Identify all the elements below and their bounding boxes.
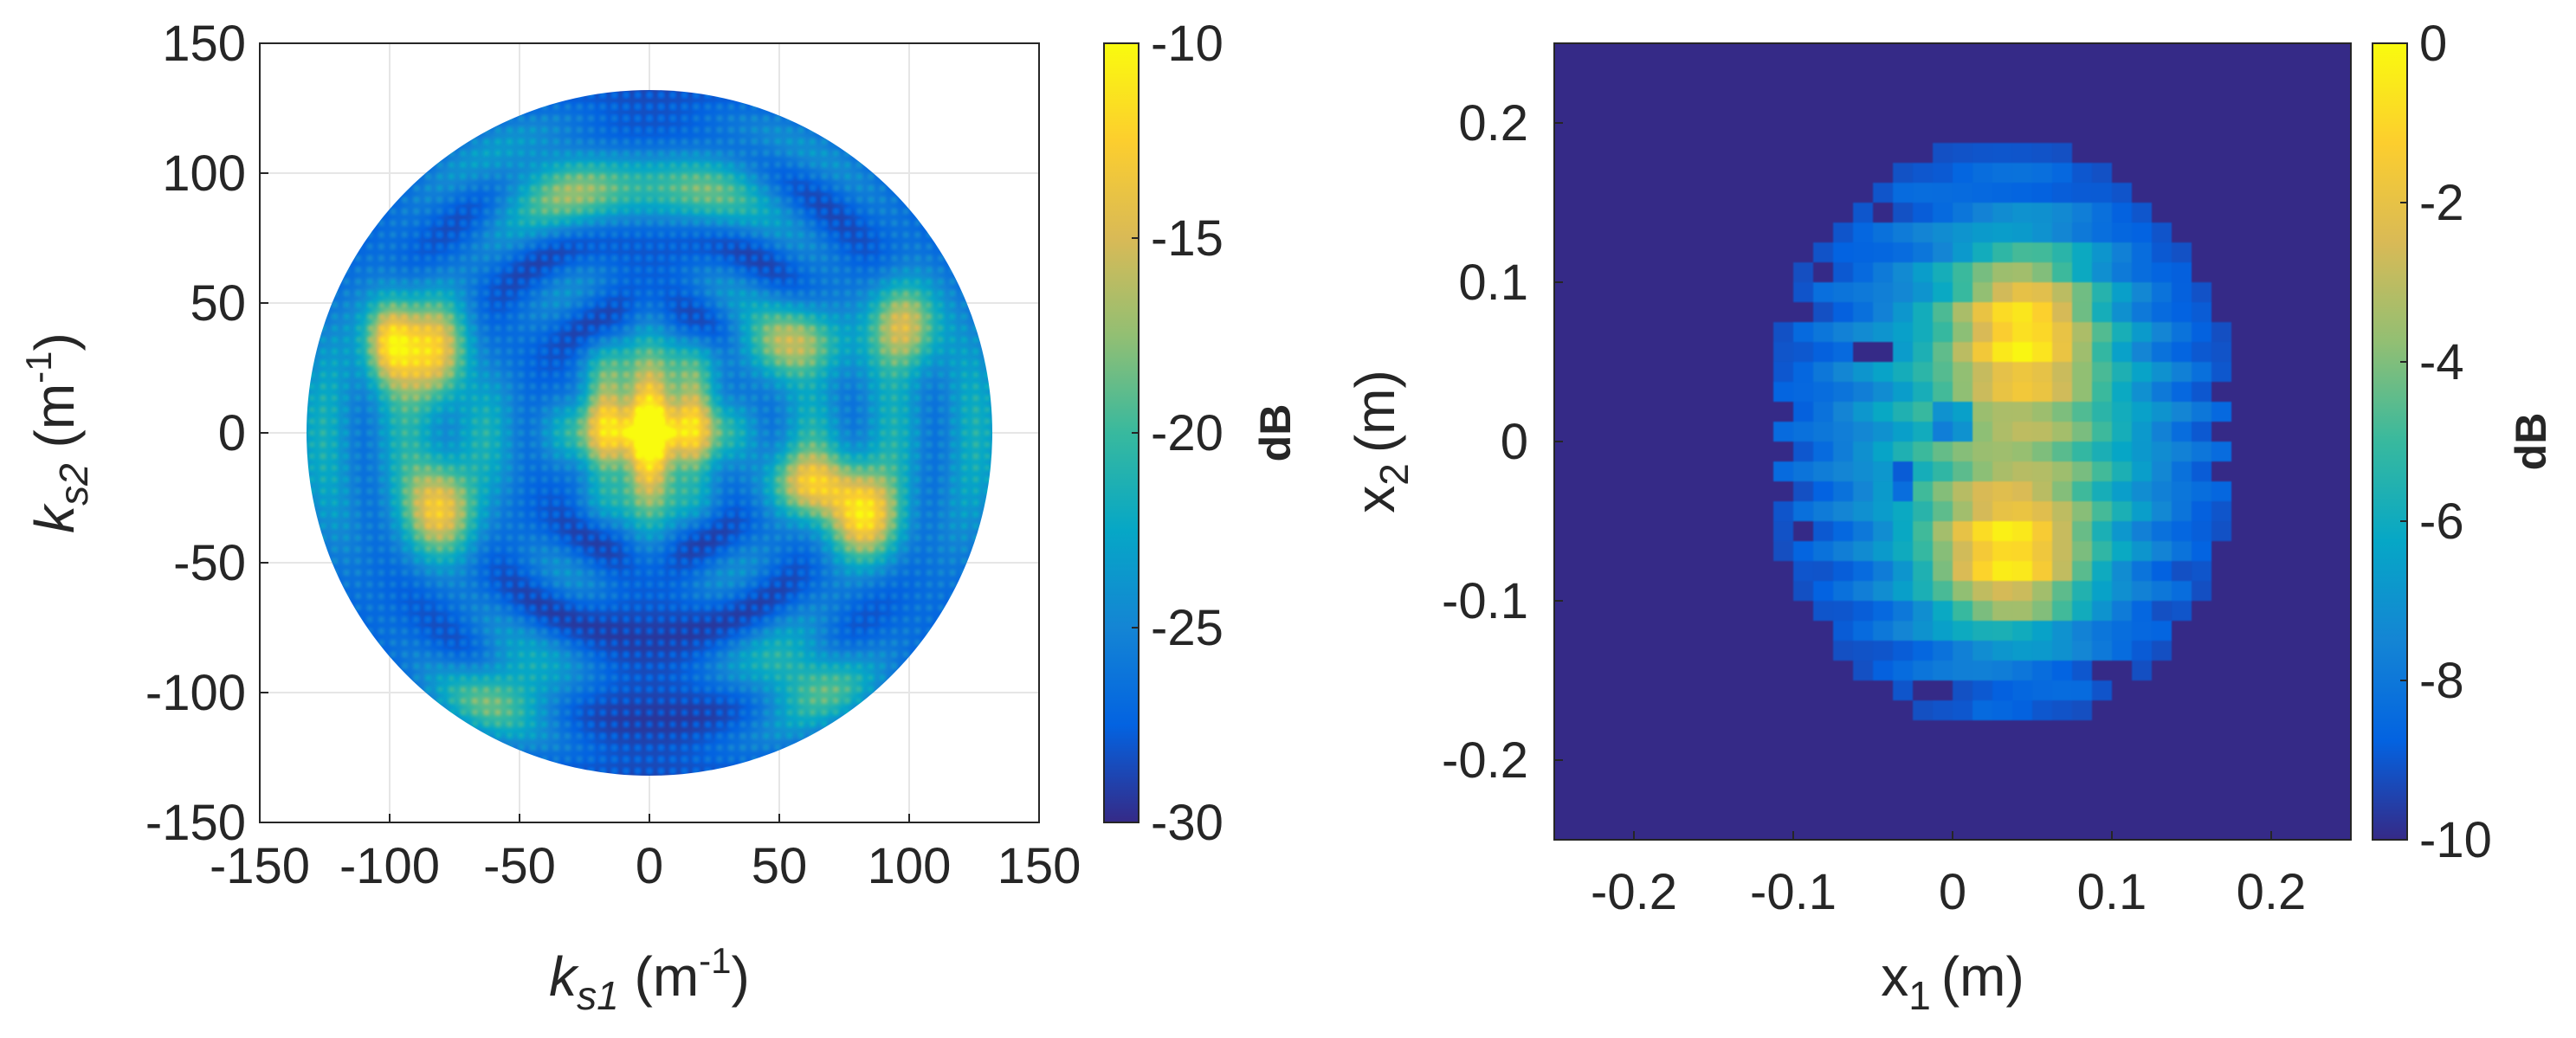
right-x-label-sub: 1 xyxy=(1908,973,1931,1018)
left-y-tick-label: 50 xyxy=(190,275,246,332)
right-x-tick-label: -0.1 xyxy=(1750,864,1837,920)
left-x-tick-label: -100 xyxy=(339,838,440,894)
right-colorbar-tick-label: -10 xyxy=(2419,812,2492,868)
left-x-label-sub: s1 xyxy=(577,973,619,1018)
left-y-ticks: 150 100 50 0 -50 -100 -150 xyxy=(145,16,268,851)
left-y-label-unit: m xyxy=(23,384,86,429)
left-colorbar-tick-label: -25 xyxy=(1151,600,1223,656)
right-y-tick-label: -0.1 xyxy=(1442,573,1528,629)
left-heatmap-disc xyxy=(307,90,992,776)
right-y-label-unit: (m) xyxy=(1344,370,1406,453)
left-heatmap-image xyxy=(307,90,992,776)
left-y-tick-label: 100 xyxy=(162,145,246,202)
left-x-ticks: -150 -100 -50 0 50 100 150 xyxy=(210,814,1081,894)
left-chart: -150 -100 -50 0 50 100 150 150100500-50-100-15… xyxy=(18,16,1300,1018)
left-x-tick-label: 50 xyxy=(752,838,808,894)
left-x-axis-label: ks1 (m-1) xyxy=(549,940,750,1018)
left-colorbar-tick-label: -10 xyxy=(1151,16,1223,72)
right-y-ticks: 0.2 0.1 0 -0.1 -0.2 xyxy=(1442,95,1563,789)
right-y-axis-label: x2 (m) xyxy=(1344,370,1417,513)
right-heatmap-image xyxy=(1554,43,2351,840)
right-y-label-var: x xyxy=(1344,486,1406,513)
right-chart: -0.2 -0.1 0 0.1 0.2 0.20.10-0.1-0.2 x1 (m) x2… xyxy=(1344,16,2555,1018)
right-colorbar-tick-label: 0 xyxy=(2419,16,2447,72)
left-x-tick-label: 0 xyxy=(636,838,663,894)
right-x-tick-label: 0.2 xyxy=(2237,864,2307,920)
left-x-tick-label: 100 xyxy=(868,838,952,894)
left-y-tick-label: 150 xyxy=(162,16,246,72)
right-x-axis-label: x1 (m) xyxy=(1881,945,2024,1018)
right-colorbar xyxy=(2372,42,2408,841)
right-x-ticks: -0.2 -0.1 0 0.1 0.2 xyxy=(1591,831,2306,920)
left-colorbar-label: dB xyxy=(1251,404,1300,462)
right-colorbar-tick-label: -2 xyxy=(2419,175,2464,231)
left-y-label-var: k xyxy=(23,503,86,533)
right-y-tick-label: -0.2 xyxy=(1442,732,1528,789)
right-colorbar-tick-label: -6 xyxy=(2419,493,2464,550)
left-x-tick-label: 150 xyxy=(997,838,1081,894)
right-colorbar-tick-label: -8 xyxy=(2419,653,2464,709)
left-y-tick-label: -100 xyxy=(145,665,246,721)
left-y-tick-label: 0 xyxy=(218,405,246,461)
left-colorbar-tick-label: -30 xyxy=(1151,795,1223,851)
right-x-tick-label: -0.2 xyxy=(1591,864,1677,920)
right-y-tick-label: 0.2 xyxy=(1458,95,1528,152)
left-colorbar-tick-label: -15 xyxy=(1151,210,1223,267)
right-colorbar-ticks: 0 -2 -4 -6 -8 -10 xyxy=(2400,16,2492,868)
right-x-tick-label: 0.1 xyxy=(2077,864,2147,920)
left-x-label-exp: -1 xyxy=(699,940,731,981)
left-y-label-exp: -1 xyxy=(18,351,59,383)
left-colorbar-tick-label: -20 xyxy=(1151,405,1223,461)
left-x-label-unit: m xyxy=(653,945,699,1008)
left-y-tick-label: -150 xyxy=(145,795,246,851)
right-colorbar-label: dB xyxy=(2507,413,2555,471)
right-x-tick-label: 0 xyxy=(1939,864,1966,920)
right-colorbar-tick-label: -4 xyxy=(2419,334,2464,390)
left-y-axis-label: ks2 (m-1) xyxy=(18,332,96,533)
right-y-tick-label: 0.1 xyxy=(1458,255,1528,311)
left-x-tick-label: -150 xyxy=(210,838,310,894)
right-x-label-var: x xyxy=(1881,945,1908,1008)
right-y-tick-label: 0 xyxy=(1501,414,1528,470)
left-x-label-var: k xyxy=(549,945,579,1008)
right-x-label-unit: (m) xyxy=(1941,945,2024,1008)
left-y-label-sub: s2 xyxy=(51,463,96,506)
left-x-tick-label: -50 xyxy=(483,838,556,894)
right-y-label-sub: 2 xyxy=(1372,463,1417,486)
left-y-tick-label: -50 xyxy=(173,535,246,591)
left-colorbar-ticks: -10 -15 -20 -25 -30 xyxy=(1132,16,1223,851)
